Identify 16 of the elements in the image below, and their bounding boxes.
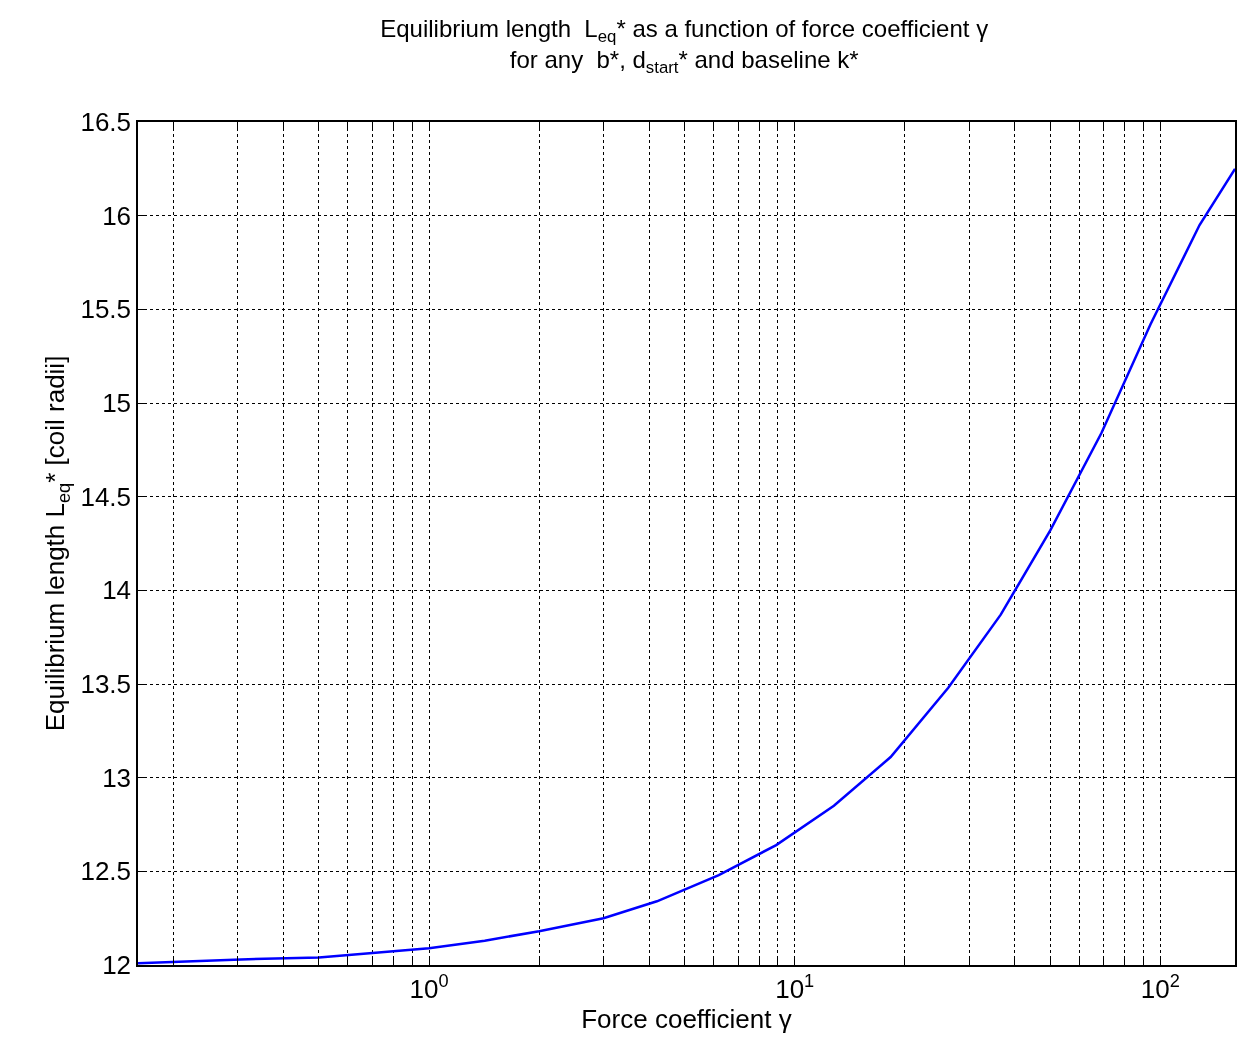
y-tick-label: 14	[102, 575, 132, 606]
y-tick-label: 12	[102, 950, 132, 981]
x-tick-label: 10$^{0}$	[409, 971, 449, 1004]
x-axis-title: Force coefficient γ	[581, 1003, 792, 1034]
y-tick-label: 12.5	[80, 856, 132, 887]
y-tick-label: 15	[102, 388, 132, 419]
y-tick-label: 13.5	[80, 669, 132, 700]
y-tick-label: 15.5	[80, 294, 132, 325]
chart-subtitle: for any b*, d$_{start}$* and baseline k*	[509, 46, 859, 78]
y-tick-label: 16	[102, 200, 132, 231]
y-tick-label: 16.5	[80, 107, 132, 138]
x-tick-label: 10$^{1}$	[775, 971, 815, 1004]
y-tick-label: 13	[102, 762, 132, 793]
chart-title: Equilibrium length L$_{eq}$* as a function of force coefficient γ	[380, 14, 989, 46]
y-tick-label: 14.5	[80, 481, 132, 512]
x-tick-label: 10$^{2}$	[1140, 971, 1180, 1004]
